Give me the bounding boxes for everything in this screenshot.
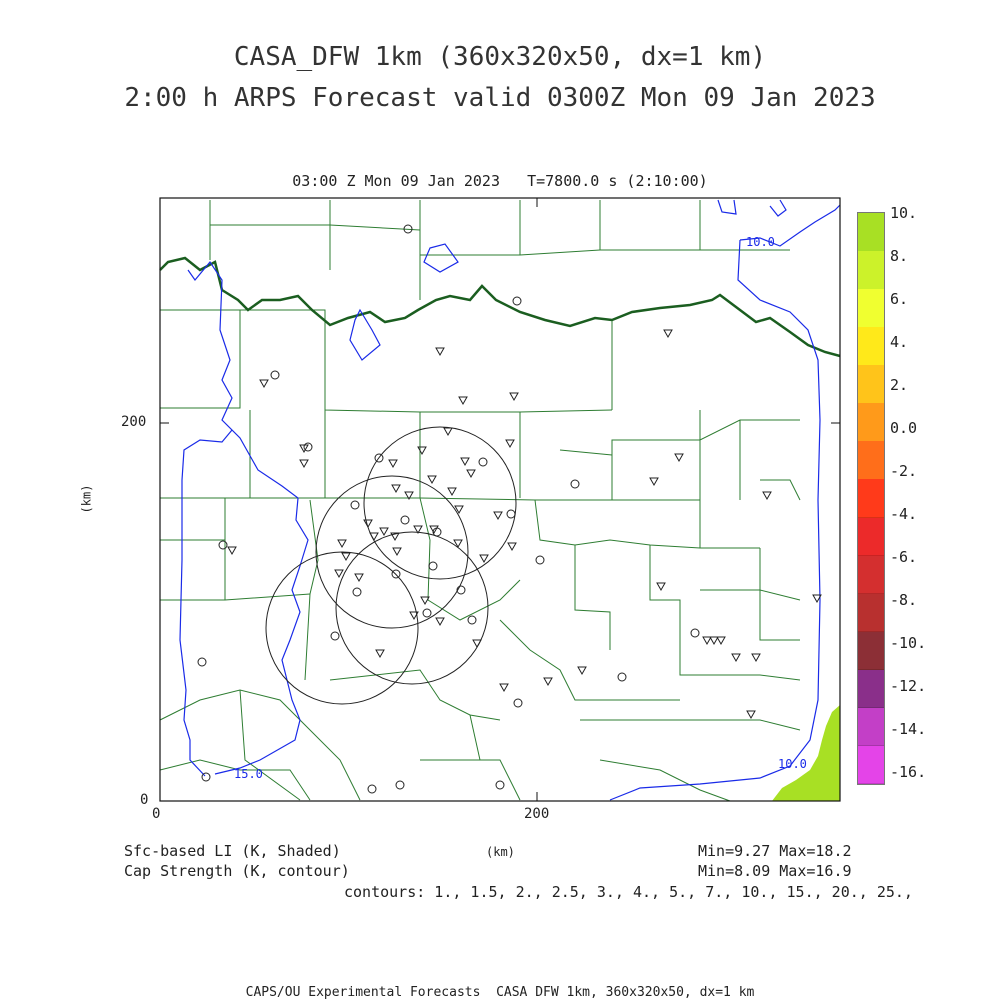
colorbar-swatch [858, 441, 884, 480]
y-axis-label: (km) [79, 484, 94, 514]
colorbar-swatch [858, 707, 884, 747]
valid-time-subtitle: 03:00 Z Mon 09 Jan 2023 T=7800.0 s (2:10… [292, 172, 708, 190]
colorbar-swatch [858, 745, 884, 785]
colorbar-label: -4. [890, 505, 918, 523]
axis-ticks [159, 198, 840, 801]
colorbar-label: -16. [890, 763, 927, 781]
colorbar-swatch [858, 403, 884, 442]
county-boundaries [159, 200, 801, 802]
x-tick-200: 200 [524, 806, 550, 822]
colorbar-label: 6. [890, 290, 909, 308]
colorbar-swatch [858, 289, 884, 328]
station-markers-circle [197, 224, 700, 794]
radar-range-rings [265, 426, 517, 705]
colorbar-label: 8. [890, 247, 909, 265]
colorbar-label: -10. [890, 634, 927, 652]
plot-frame [159, 197, 841, 802]
colorbar-label: -14. [890, 720, 927, 738]
legend-shaded-minmax: Min=9.27 Max=18.2 [698, 842, 852, 860]
legend-shaded-field: Sfc-based LI (K, Shaded) [124, 842, 341, 860]
colorbar-label: -2. [890, 462, 918, 480]
li-shaded-region [772, 705, 840, 801]
title-line-2: 2:00 h ARPS Forecast valid 0300Z Mon 09 … [124, 83, 876, 113]
contour-label-15: 15.0 [234, 767, 263, 781]
colorbar-label: -12. [890, 677, 927, 695]
footer-credit: CAPS/OU Experimental Forecasts CASA DFW … [245, 985, 755, 1000]
colorbar-swatch [858, 251, 884, 290]
colorbar-label: 2. [890, 376, 909, 394]
y-tick-200: 200 [121, 414, 147, 430]
title-line-1: CASA_DFW 1km (360x320x50, dx=1 km) [233, 42, 767, 72]
colorbar-swatch [858, 365, 884, 404]
station-markers-triangle [227, 329, 822, 720]
colorbar-swatch [858, 327, 884, 366]
legend-contour-levels: contours: 1., 1.5, 2., 2.5, 3., 4., 5., … [344, 883, 913, 901]
colorbar-label: -6. [890, 548, 918, 566]
x-axis-label: (km) [486, 845, 515, 859]
contour-label-10-bottom: 10.0 [778, 757, 807, 771]
colorbar-label: 0.0 [890, 419, 918, 437]
colorbar [857, 212, 885, 785]
legend-contour-field: Cap Strength (K, contour) [124, 862, 350, 880]
colorbar-swatch [858, 213, 884, 252]
state-boundary [159, 256, 841, 358]
colorbar-swatch [858, 555, 884, 595]
legend-contour-minmax: Min=8.09 Max=16.9 [698, 862, 852, 880]
contour-label-10-top: 10.0 [746, 235, 775, 249]
colorbar-label: 4. [890, 333, 909, 351]
colorbar-swatch [858, 517, 884, 557]
colorbar-swatch [858, 479, 884, 519]
colorbar-label: 10. [890, 204, 918, 222]
y-tick-0: 0 [140, 792, 149, 808]
colorbar-label: -8. [890, 591, 918, 609]
colorbar-swatch [858, 593, 884, 633]
colorbar-swatch [858, 631, 884, 671]
x-tick-0: 0 [152, 806, 161, 822]
colorbar-swatch [858, 669, 884, 709]
cap-strength-contours [179, 199, 841, 801]
